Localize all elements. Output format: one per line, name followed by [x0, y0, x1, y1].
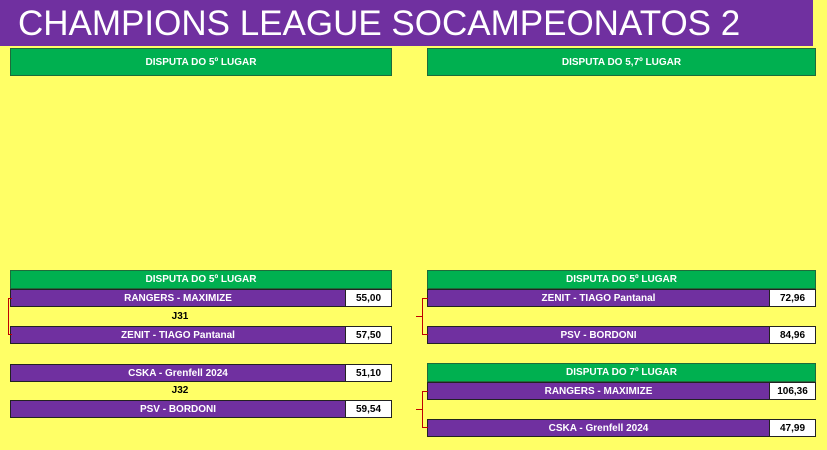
team-score: 57,50 — [346, 326, 392, 344]
match-row: RANGERS - MAXIMIZE 106,36 — [427, 382, 816, 400]
bracket-line — [8, 298, 12, 335]
team-score: 84,96 — [770, 326, 816, 344]
left-group-header: DISPUTA DO 5º LUGAR — [10, 270, 392, 289]
match-row: PSV - BORDONI 59,54 — [10, 400, 392, 418]
top-header-left: DISPUTA DO 5º LUGAR — [10, 48, 392, 76]
page-title: CHAMPIONS LEAGUE SOCAMPEONATOS 2 — [0, 0, 813, 46]
team-name: ZENIT - TIAGO Pantanal — [10, 326, 346, 344]
team-name: RANGERS - MAXIMIZE — [427, 382, 770, 400]
match-row: ZENIT - TIAGO Pantanal 57,50 — [10, 326, 392, 344]
bracket-line — [416, 316, 422, 317]
team-score: 106,36 — [770, 382, 816, 400]
bracket-line — [422, 391, 428, 428]
team-score: 59,54 — [346, 400, 392, 418]
team-name: PSV - BORDONI — [10, 400, 346, 418]
team-name: CSKA - Grenfell 2024 — [427, 419, 770, 437]
team-name: PSV - BORDONI — [427, 326, 770, 344]
match-label: J32 — [171, 385, 189, 396]
right-group-header-5th: DISPUTA DO 5º LUGAR — [427, 270, 816, 289]
team-name: ZENIT - TIAGO Pantanal — [427, 289, 770, 307]
team-score: 72,96 — [770, 289, 816, 307]
match-row: CSKA - Grenfell 2024 47,99 — [427, 419, 816, 437]
bracket-line — [416, 409, 422, 410]
team-score: 47,99 — [770, 419, 816, 437]
match-label: J31 — [171, 311, 189, 322]
match-row: RANGERS - MAXIMIZE 55,00 — [10, 289, 392, 307]
match-row: CSKA - Grenfell 2024 51,10 — [10, 364, 392, 382]
top-header-right: DISPUTA DO 5,7º LUGAR — [427, 48, 816, 76]
match-row: PSV - BORDONI 84,96 — [427, 326, 816, 344]
team-name: RANGERS - MAXIMIZE — [10, 289, 346, 307]
team-score: 51,10 — [346, 364, 392, 382]
team-score: 55,00 — [346, 289, 392, 307]
right-group-header-7th: DISPUTA DO 7º LUGAR — [427, 363, 816, 382]
team-name: CSKA - Grenfell 2024 — [10, 364, 346, 382]
bracket-line — [422, 298, 428, 335]
match-row: ZENIT - TIAGO Pantanal 72,96 — [427, 289, 816, 307]
